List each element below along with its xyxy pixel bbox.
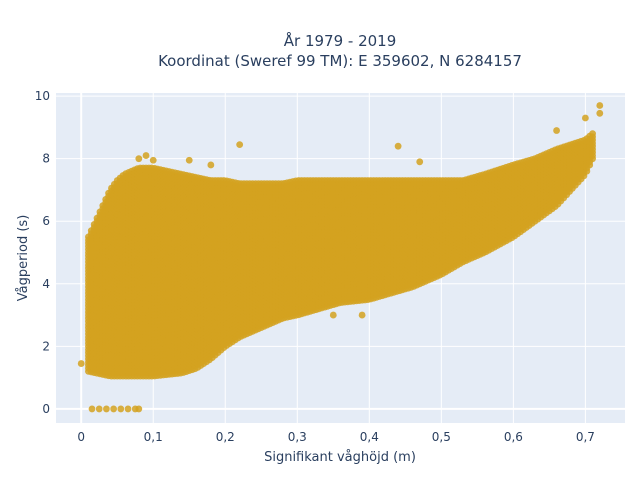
data-markers (77, 102, 604, 413)
chart-title-line-2: Koordinat (Sweref 99 TM): E 359602, N 62… (158, 52, 522, 70)
chart-title-line-1: År 1979 - 2019 (284, 31, 397, 50)
